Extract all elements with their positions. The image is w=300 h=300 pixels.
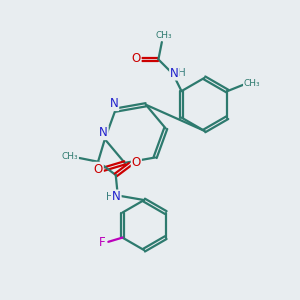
Text: H: H — [178, 68, 186, 78]
Text: F: F — [98, 236, 105, 249]
Text: CH₃: CH₃ — [244, 79, 260, 88]
Text: O: O — [132, 156, 141, 170]
Text: N: N — [110, 97, 118, 110]
Text: N: N — [112, 190, 121, 203]
Text: CH₃: CH₃ — [61, 152, 78, 161]
Text: CH₃: CH₃ — [155, 31, 172, 40]
Text: O: O — [94, 163, 103, 176]
Text: O: O — [131, 52, 141, 65]
Text: N: N — [99, 126, 108, 139]
Text: H: H — [106, 192, 113, 202]
Text: N: N — [170, 67, 179, 80]
